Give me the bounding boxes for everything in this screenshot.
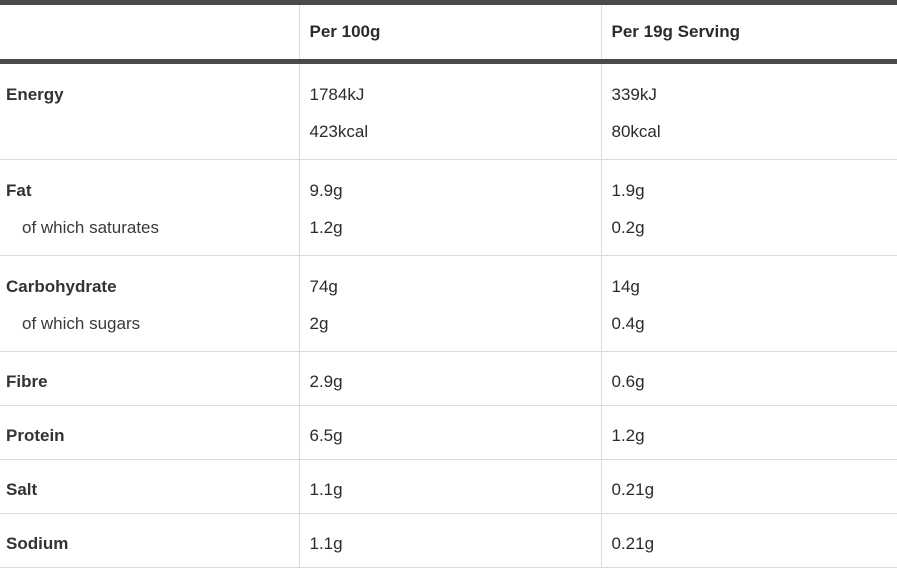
carbohydrate-label: Carbohydrate	[6, 268, 299, 305]
carbohydrate-sugars-label: of which sugars	[6, 305, 299, 342]
salt-per-100g: 1.1g	[310, 471, 601, 508]
fibre-per-100g-cell: 2.9g	[299, 352, 601, 406]
fat-label-cell: Fat of which saturates	[0, 160, 299, 256]
fibre-label: Fibre	[6, 363, 299, 400]
fat-saturates-label: of which saturates	[6, 209, 299, 246]
salt-label: Salt	[6, 471, 299, 508]
fat-per-100g: 9.9g	[310, 172, 601, 209]
table-row-fat: Fat of which saturates 9.9g 1.2g 1.9g 0.…	[0, 160, 897, 256]
fat-saturates-serving: 0.2g	[612, 209, 897, 246]
fat-serving-cell: 1.9g 0.2g	[601, 160, 897, 256]
protein-per-100g-cell: 6.5g	[299, 406, 601, 460]
carbohydrate-serving-cell: 14g 0.4g	[601, 256, 897, 352]
table-row-protein: Protein 6.5g 1.2g	[0, 406, 897, 460]
table-header: Per 100g Per 19g Serving	[0, 3, 897, 62]
table-row-fibre: Fibre 2.9g 0.6g	[0, 352, 897, 406]
table-row-energy: Energy 1784kJ 423kcal 339kJ 80kcal	[0, 62, 897, 160]
protein-label: Protein	[6, 417, 299, 454]
sodium-per-100g-cell: 1.1g	[299, 514, 601, 568]
energy-label: Energy	[6, 76, 299, 113]
energy-serving-kcal: 80kcal	[612, 113, 897, 150]
fat-serving: 1.9g	[612, 172, 897, 209]
salt-serving-cell: 0.21g	[601, 460, 897, 514]
fibre-serving: 0.6g	[612, 363, 897, 400]
protein-per-100g: 6.5g	[310, 417, 601, 454]
energy-label-cell: Energy	[0, 62, 299, 160]
carbohydrate-sugars-serving: 0.4g	[612, 305, 897, 342]
sodium-label: Sodium	[6, 525, 299, 562]
sodium-serving-cell: 0.21g	[601, 514, 897, 568]
energy-serving-cell: 339kJ 80kcal	[601, 62, 897, 160]
protein-label-cell: Protein	[0, 406, 299, 460]
energy-per-100g-kcal: 423kcal	[310, 113, 601, 150]
energy-per-100g-cell: 1784kJ 423kcal	[299, 62, 601, 160]
fibre-serving-cell: 0.6g	[601, 352, 897, 406]
fibre-per-100g: 2.9g	[310, 363, 601, 400]
salt-per-100g-cell: 1.1g	[299, 460, 601, 514]
sodium-label-cell: Sodium	[0, 514, 299, 568]
fat-saturates-per-100g: 1.2g	[310, 209, 601, 246]
carbohydrate-per-100g: 74g	[310, 268, 601, 305]
header-per-serving: Per 19g Serving	[601, 3, 897, 62]
table-row-carbohydrate: Carbohydrate of which sugars 74g 2g 14g …	[0, 256, 897, 352]
carbohydrate-serving: 14g	[612, 268, 897, 305]
salt-serving: 0.21g	[612, 471, 897, 508]
energy-serving-kj: 339kJ	[612, 76, 897, 113]
header-row: Per 100g Per 19g Serving	[0, 3, 897, 62]
sodium-serving: 0.21g	[612, 525, 897, 562]
energy-per-100g-kj: 1784kJ	[310, 76, 601, 113]
fat-label: Fat	[6, 172, 299, 209]
header-blank	[0, 3, 299, 62]
table-row-salt: Salt 1.1g 0.21g	[0, 460, 897, 514]
fat-per-100g-cell: 9.9g 1.2g	[299, 160, 601, 256]
protein-serving-cell: 1.2g	[601, 406, 897, 460]
table-row-sodium: Sodium 1.1g 0.21g	[0, 514, 897, 568]
protein-serving: 1.2g	[612, 417, 897, 454]
carbohydrate-label-cell: Carbohydrate of which sugars	[0, 256, 299, 352]
fibre-label-cell: Fibre	[0, 352, 299, 406]
sodium-per-100g: 1.1g	[310, 525, 601, 562]
table-body: Energy 1784kJ 423kcal 339kJ 80kcal Fat o…	[0, 62, 897, 568]
header-per-100g: Per 100g	[299, 3, 601, 62]
carbohydrate-per-100g-cell: 74g 2g	[299, 256, 601, 352]
salt-label-cell: Salt	[0, 460, 299, 514]
carbohydrate-sugars-per-100g: 2g	[310, 305, 601, 342]
